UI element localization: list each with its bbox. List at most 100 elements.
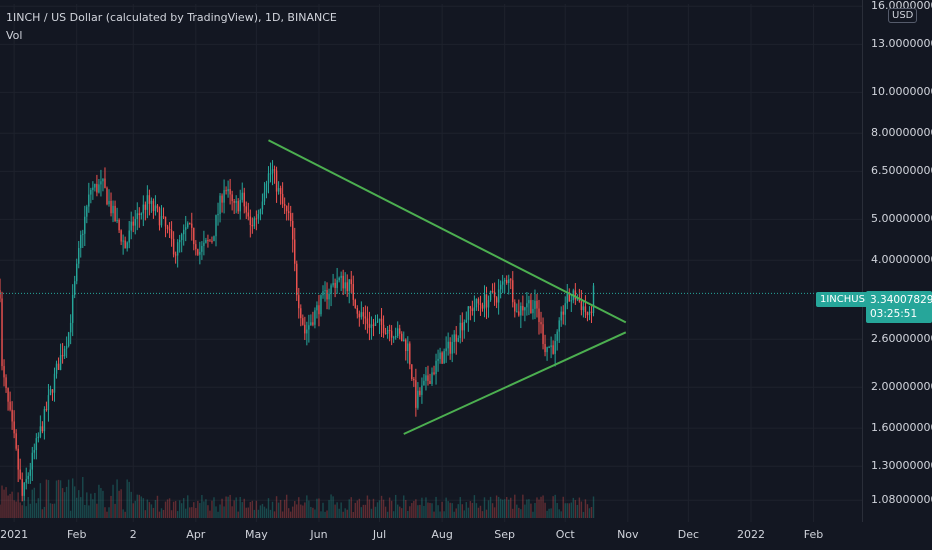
candle-body (156, 205, 159, 209)
volume-bar (550, 508, 552, 518)
candle-body (338, 277, 340, 281)
volume-bar (489, 496, 492, 518)
candle-body (158, 208, 161, 226)
candle-body (346, 282, 348, 292)
volume-bar (189, 507, 191, 518)
volume-bar (292, 506, 294, 518)
volume-bar (82, 477, 84, 518)
candle-body (463, 322, 466, 331)
candle-body (7, 388, 9, 402)
candle-body (443, 351, 445, 364)
volume-bar (172, 501, 175, 518)
candle-body (150, 200, 153, 204)
price-scale[interactable] (862, 0, 932, 522)
volume-bar (568, 503, 570, 518)
volume-bar (396, 504, 399, 518)
volume-bar (538, 499, 540, 518)
volume-bar (53, 503, 56, 518)
candle-body (356, 308, 359, 314)
volume-bar (542, 495, 544, 518)
candle-body (112, 205, 114, 214)
candle-body (298, 295, 300, 309)
candle-body (41, 426, 44, 432)
time-tick-label: Feb (66, 528, 87, 541)
volume-bar (124, 511, 126, 518)
volume-bar (302, 505, 304, 518)
volume-bar (269, 509, 272, 518)
candle-body (564, 303, 566, 315)
volume-bar (187, 495, 189, 518)
candle-body (318, 305, 320, 315)
price-tick-label: 8.00000000 (871, 126, 932, 140)
candle-body (358, 313, 361, 318)
volume-bar (497, 496, 500, 518)
volume-bar (86, 492, 88, 518)
volume-bar (142, 498, 145, 518)
candle-body (449, 341, 451, 354)
volume-bar (562, 496, 564, 518)
volume-bar (298, 497, 300, 518)
volume-bar (255, 500, 258, 518)
price-tick-label: 6.50000000 (871, 164, 932, 178)
volume-bar (427, 502, 429, 518)
candle-body (417, 390, 419, 408)
currency-button[interactable]: USD (888, 8, 918, 23)
candle-body (477, 298, 480, 304)
candle-body (532, 308, 534, 314)
volume-bar (193, 502, 195, 518)
volume-bar (180, 503, 183, 518)
volume-bar (342, 511, 344, 518)
candle-body (388, 330, 391, 332)
volume-bar (388, 497, 391, 518)
volume-bar (465, 502, 468, 518)
candle-body (378, 318, 381, 322)
candle-body (176, 242, 179, 256)
volume-bar (7, 495, 9, 518)
candle-body (287, 211, 290, 214)
candle-body (419, 390, 421, 395)
candle-body (310, 322, 312, 326)
volume-bar (479, 505, 482, 518)
candle-body (146, 195, 149, 210)
candle-body (550, 345, 552, 348)
volume-bar (76, 497, 78, 518)
volume-bar (322, 502, 324, 518)
candle-body (205, 240, 207, 243)
candle-body (67, 332, 70, 347)
candle-body (180, 234, 183, 241)
volume-bar (160, 508, 163, 518)
volume-bar (59, 480, 62, 518)
trendlines[interactable] (268, 139, 627, 435)
candle-body (588, 311, 591, 316)
volume-bar (419, 504, 421, 518)
candle-body (152, 200, 155, 212)
volume-bar (223, 506, 225, 518)
volume-bar (352, 511, 354, 518)
volume-bar (63, 492, 66, 518)
candle-body (362, 312, 365, 317)
volume-bar (368, 499, 371, 518)
volume-bar (554, 494, 556, 518)
volume-bar (275, 496, 278, 518)
volume-bar (65, 486, 68, 518)
candle-body (277, 188, 280, 192)
volume-bar (37, 498, 40, 518)
candle-body (11, 409, 13, 422)
candle-body (512, 280, 514, 303)
volume-bar (90, 493, 92, 518)
candle-body (544, 344, 546, 353)
volume-bar (386, 511, 389, 518)
candle-body (71, 294, 74, 323)
volume-bar (108, 507, 110, 518)
volume-bar (364, 504, 367, 518)
volume-bar (178, 500, 181, 518)
candle-body (429, 380, 431, 384)
candle-body (92, 187, 94, 190)
candle-body (235, 201, 237, 203)
volume-bar (467, 507, 470, 518)
volume-bar (57, 479, 60, 518)
candle-body (401, 333, 403, 342)
price-tick-label: 4.00000000 (871, 253, 932, 267)
volume-bar (552, 496, 554, 518)
